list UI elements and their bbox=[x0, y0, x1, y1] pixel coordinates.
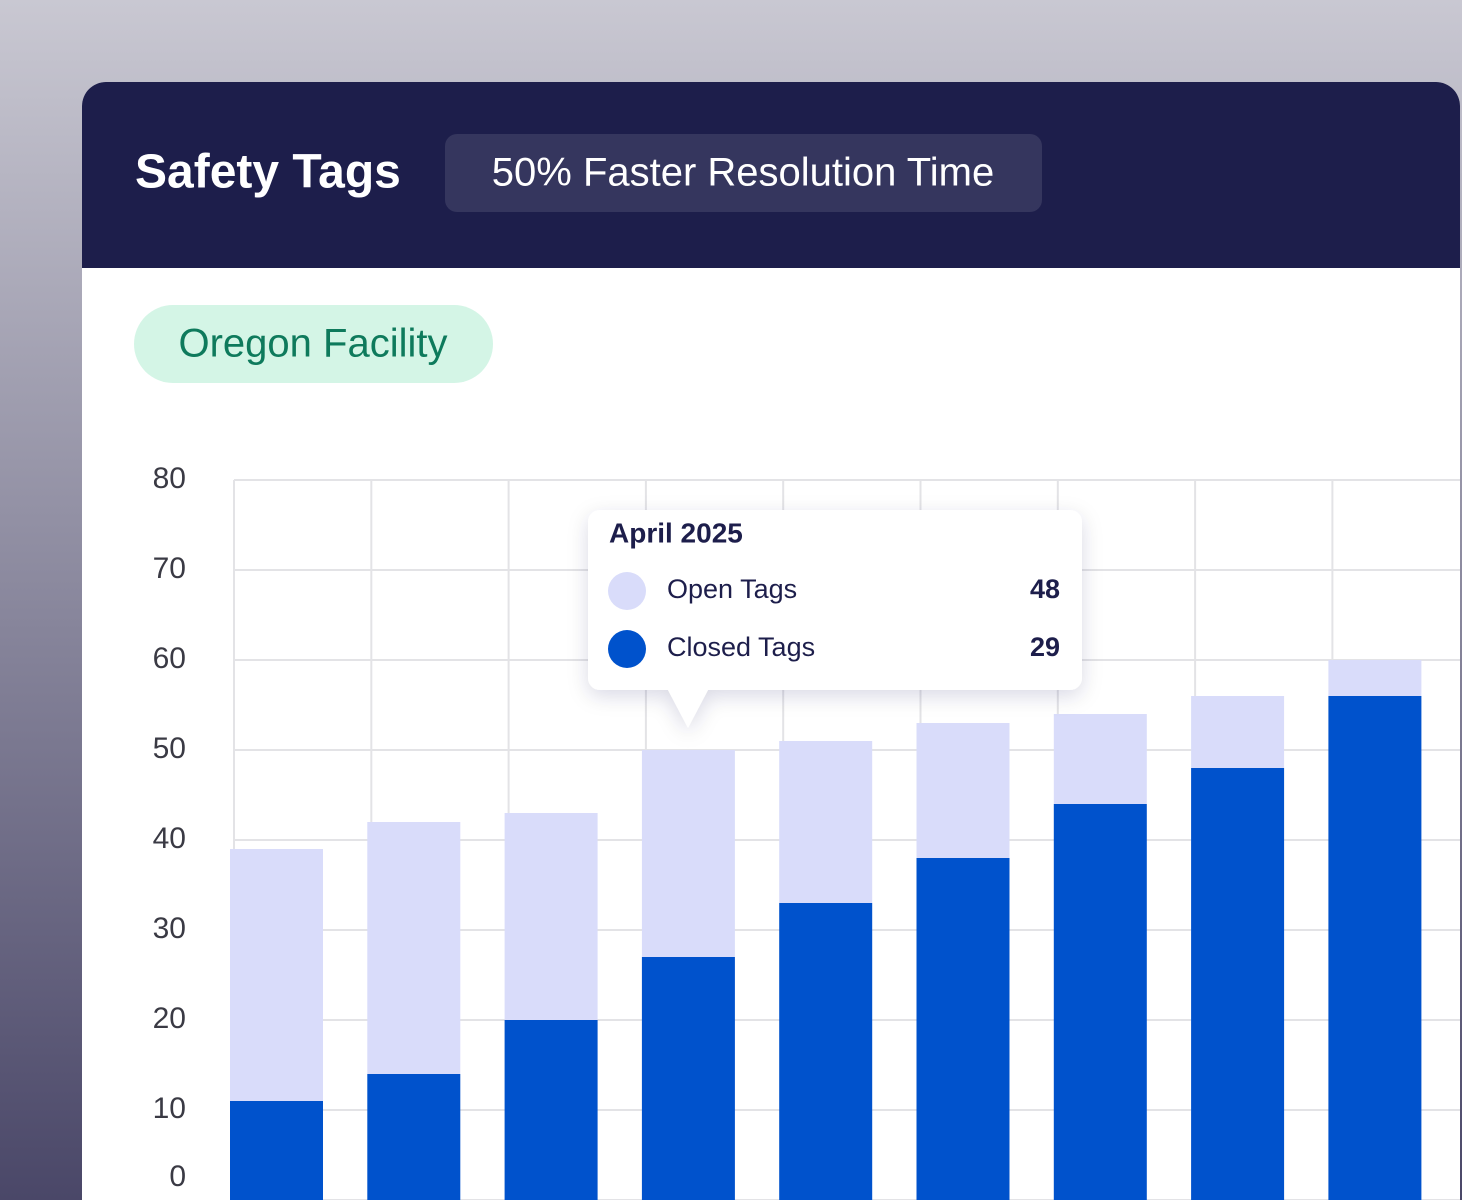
tooltip-title: April 2025 bbox=[609, 517, 743, 548]
filter-pill[interactable] bbox=[134, 305, 493, 383]
bar-segment bbox=[367, 822, 461, 1074]
filter-text[interactable]: Oregon Facility bbox=[179, 322, 448, 366]
bar-segment bbox=[1053, 714, 1147, 804]
tooltip-swatch bbox=[608, 630, 646, 668]
y-tick-label: 50 bbox=[153, 732, 186, 765]
bar-segment bbox=[504, 813, 598, 1020]
bar-segment bbox=[916, 723, 1010, 858]
bar-segment bbox=[641, 750, 735, 957]
y-tick-label: 10 bbox=[153, 1092, 186, 1125]
y-tick-label: 70 bbox=[153, 552, 186, 585]
badge bbox=[445, 134, 1042, 212]
y-tick-label: 20 bbox=[153, 1002, 186, 1035]
bar-segment bbox=[779, 903, 873, 1200]
tooltip-value: 48 bbox=[1030, 574, 1060, 604]
bar-segment bbox=[1328, 696, 1422, 1200]
tooltip bbox=[588, 510, 1082, 728]
bar-segment bbox=[1053, 804, 1147, 1200]
tooltip-value: 29 bbox=[1030, 632, 1060, 662]
y-tick-label: 60 bbox=[153, 642, 186, 675]
y-tick-label: 40 bbox=[153, 822, 186, 855]
tooltip-box bbox=[588, 510, 1082, 728]
card-title: Safety Tags bbox=[135, 146, 401, 199]
bar-segment bbox=[779, 741, 873, 903]
bar-segment bbox=[1191, 696, 1285, 768]
bar-segment bbox=[1328, 660, 1422, 696]
tooltip-label: Open Tags bbox=[667, 574, 797, 604]
y-tick-label: 30 bbox=[153, 912, 186, 945]
bar-segment bbox=[1191, 768, 1285, 1200]
badge-text: 50% Faster Resolution Time bbox=[492, 151, 994, 195]
bar-segment bbox=[916, 858, 1010, 1200]
tooltip-swatch bbox=[608, 572, 646, 610]
bar-segment bbox=[504, 1020, 598, 1200]
bar-segment bbox=[367, 1074, 461, 1200]
bar-segment bbox=[230, 1101, 323, 1200]
tooltip-label: Closed Tags bbox=[667, 632, 815, 662]
card: Safety Tags 50% Faster Resolution Time O… bbox=[82, 82, 1460, 1200]
plot: 0 10 20 30 40 50 60 70 80 bbox=[153, 462, 1460, 1200]
y-tick-label: 80 bbox=[153, 462, 186, 495]
bar-segment bbox=[641, 957, 735, 1200]
y-tick-label: 0 bbox=[169, 1160, 186, 1193]
bar-segment bbox=[230, 849, 323, 1101]
